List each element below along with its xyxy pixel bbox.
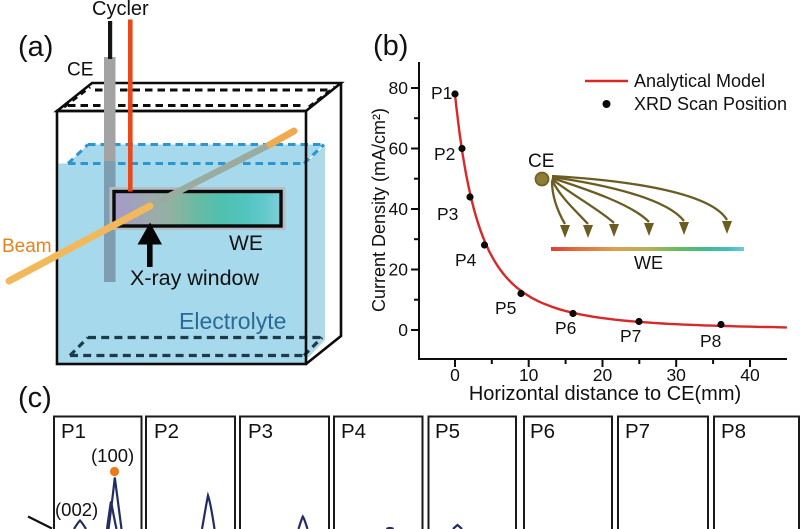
svg-text:P7: P7 bbox=[625, 420, 650, 443]
svg-text:Beam: Beam bbox=[2, 236, 52, 257]
svg-text:Electrolyte: Electrolyte bbox=[179, 308, 286, 334]
svg-text:P6: P6 bbox=[530, 420, 555, 443]
svg-text:P2: P2 bbox=[434, 144, 455, 164]
svg-text:20: 20 bbox=[389, 260, 409, 280]
svg-text:P1: P1 bbox=[61, 420, 86, 443]
svg-text:60: 60 bbox=[389, 139, 409, 159]
svg-text:10: 10 bbox=[519, 365, 539, 385]
svg-text:P8: P8 bbox=[700, 331, 721, 351]
svg-text:CE: CE bbox=[67, 60, 93, 81]
svg-text:P3: P3 bbox=[437, 204, 458, 224]
svg-text:0: 0 bbox=[398, 320, 408, 340]
svg-text:Horizontal distance to CE(mm): Horizontal distance to CE(mm) bbox=[469, 383, 741, 405]
svg-text:40: 40 bbox=[389, 199, 409, 219]
svg-text:80: 80 bbox=[389, 78, 409, 98]
svg-text:Cycler: Cycler bbox=[92, 0, 149, 20]
svg-text:P6: P6 bbox=[555, 318, 576, 338]
svg-text:Current Density (mA/cm²): Current Density (mA/cm²) bbox=[369, 108, 389, 312]
svg-text:30: 30 bbox=[666, 365, 686, 385]
svg-text:P4: P4 bbox=[341, 420, 366, 443]
svg-text:WE: WE bbox=[229, 232, 263, 255]
svg-text:(002): (002) bbox=[55, 499, 98, 520]
svg-text:(c): (c) bbox=[18, 382, 52, 414]
svg-text:P5: P5 bbox=[495, 298, 516, 318]
svg-text:P2: P2 bbox=[154, 420, 179, 443]
svg-text:40: 40 bbox=[740, 365, 760, 385]
svg-text:P5: P5 bbox=[435, 420, 460, 443]
svg-text:P8: P8 bbox=[721, 420, 746, 443]
svg-text:(a): (a) bbox=[18, 31, 53, 63]
svg-text:0: 0 bbox=[450, 365, 460, 385]
svg-text:WE: WE bbox=[634, 253, 663, 273]
svg-text:P4: P4 bbox=[455, 250, 477, 270]
svg-text:P7: P7 bbox=[620, 326, 641, 346]
svg-text:P3: P3 bbox=[248, 420, 273, 443]
svg-text:Analytical Model: Analytical Model bbox=[634, 71, 765, 91]
svg-text:XRD Scan Position: XRD Scan Position bbox=[634, 94, 787, 114]
svg-text:(100): (100) bbox=[91, 445, 134, 466]
svg-text:CE: CE bbox=[528, 151, 554, 172]
svg-text:20: 20 bbox=[593, 365, 613, 385]
svg-text:P1: P1 bbox=[431, 83, 452, 103]
svg-text:(b): (b) bbox=[373, 30, 408, 62]
svg-text:X-ray window: X-ray window bbox=[130, 266, 260, 290]
